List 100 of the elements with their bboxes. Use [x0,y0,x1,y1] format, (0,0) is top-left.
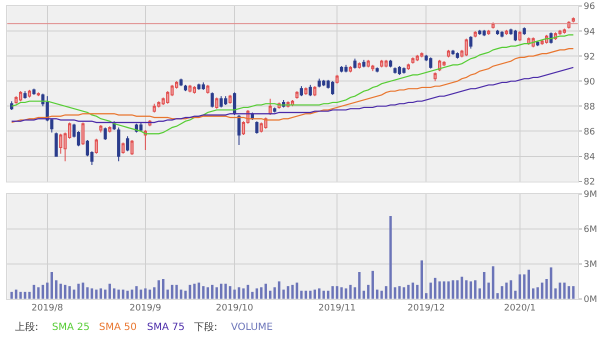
x-tick-label: 2019/10 [216,304,254,314]
bar [492,266,494,299]
bar [122,290,124,299]
candlestick [108,126,112,133]
bar [170,284,174,299]
bar [206,287,210,299]
candlestick [358,62,361,70]
text: VOLUME [231,322,273,333]
y-tick-label: 88 [584,102,596,112]
bar [68,286,71,299]
bar [318,288,320,299]
bar [326,290,330,299]
bar [429,282,432,299]
bar [447,281,450,299]
bar [336,286,338,299]
candlestick [434,72,437,82]
bar [563,282,566,299]
y-tick-label: 90 [584,77,596,88]
bar [251,292,254,299]
candlestick [273,106,276,113]
bar [202,286,205,299]
candlestick [210,92,214,108]
candlestick [122,142,125,154]
candlestick [335,74,339,84]
candlestick [295,90,299,100]
candlestick [215,96,218,110]
bar [402,287,406,299]
x-tick-label: 2019/9 [130,304,162,314]
bar [19,292,22,299]
bar [166,290,169,299]
bar [228,286,232,299]
bar [487,282,490,299]
bar [380,290,383,299]
candlestick [54,132,58,157]
bar [268,290,272,299]
line-series [11,34,574,134]
line-series [11,66,574,124]
candlestick [220,96,223,108]
candlestick [398,66,402,76]
text: 下段: [194,321,218,333]
bar [140,290,142,299]
candlestick [304,86,308,96]
candlestick [464,38,468,57]
candlestick [126,136,130,152]
candlestick [139,122,143,132]
bar [412,282,414,299]
bar [220,284,222,299]
bar [442,281,446,299]
bar [550,267,552,299]
candlestick [442,60,446,67]
bar [282,290,285,299]
y-tick-label: 82 [584,177,596,188]
candlestick [572,16,575,23]
bar [518,274,522,299]
x-tick-label: 2019/12 [408,304,445,314]
bar [407,284,410,299]
candlestick [206,84,210,94]
candlestick [456,52,460,60]
bar [224,284,227,299]
bar [434,278,436,299]
candlestick [406,63,410,70]
bar [242,288,245,299]
bar [162,279,164,299]
candlestick [202,82,205,90]
candlestick [500,30,504,38]
candlestick [362,59,366,68]
bar [456,280,459,299]
candlestick [179,78,183,87]
bar [46,282,49,299]
bar [376,290,378,299]
bar [37,287,40,299]
candlestick [344,64,348,73]
bar [32,284,36,299]
bar [420,260,423,299]
candlestick [514,29,517,42]
bar [482,272,486,299]
bar [460,276,464,299]
bar [273,287,276,299]
candlestick [192,86,196,94]
candlestick [104,126,107,140]
bar [354,287,356,299]
candlestick [313,86,316,97]
text: SMA 50 [99,322,137,333]
candlestick [518,30,522,42]
bar [425,293,428,299]
y-tick-label: 96 [584,2,596,12]
bar [331,286,334,299]
bar [193,284,196,299]
bar [278,281,280,299]
candlestick [23,90,27,100]
bar [438,281,441,299]
candlestick [112,120,116,130]
candlestick [340,66,344,73]
bar [188,284,192,299]
candlestick [188,84,192,93]
bar [322,290,325,299]
candlestick [81,122,85,146]
bar [59,284,62,299]
bar [90,288,94,299]
bar [510,280,512,299]
